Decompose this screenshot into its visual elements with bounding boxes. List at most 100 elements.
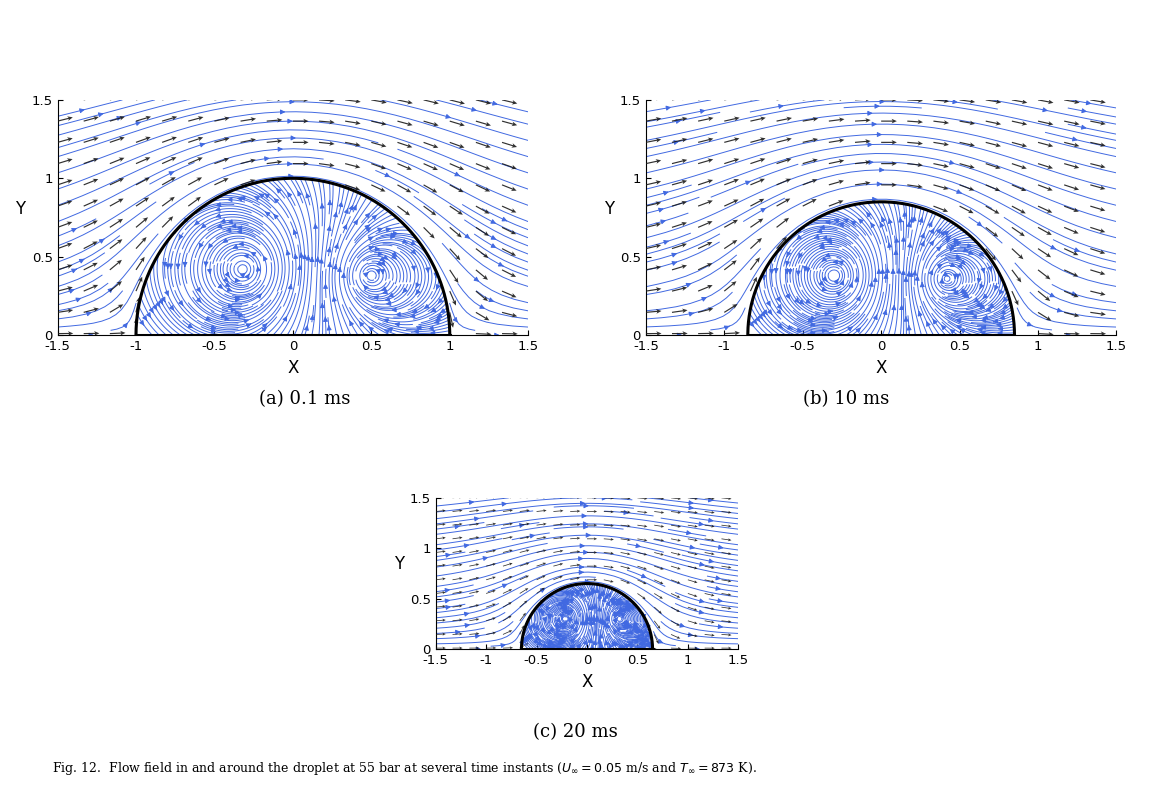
FancyArrowPatch shape (265, 194, 269, 198)
FancyArrowPatch shape (584, 551, 588, 554)
FancyArrowPatch shape (543, 618, 547, 623)
FancyArrowPatch shape (616, 599, 620, 603)
FancyArrowPatch shape (445, 599, 449, 603)
FancyArrowPatch shape (676, 119, 680, 123)
FancyArrowPatch shape (883, 310, 887, 315)
FancyArrowPatch shape (777, 297, 780, 301)
FancyArrowPatch shape (787, 325, 792, 329)
FancyArrowPatch shape (464, 612, 468, 616)
FancyArrowPatch shape (368, 237, 373, 240)
FancyArrowPatch shape (266, 212, 270, 216)
FancyArrowPatch shape (986, 308, 991, 312)
FancyArrowPatch shape (564, 599, 567, 603)
FancyArrowPatch shape (319, 259, 323, 263)
FancyArrowPatch shape (820, 245, 824, 248)
FancyArrowPatch shape (622, 645, 626, 649)
FancyArrowPatch shape (563, 609, 567, 612)
FancyArrowPatch shape (956, 190, 961, 193)
FancyArrowPatch shape (108, 288, 113, 293)
FancyArrowPatch shape (166, 264, 169, 268)
FancyArrowPatch shape (384, 173, 390, 176)
FancyArrowPatch shape (291, 136, 295, 140)
FancyArrowPatch shape (311, 315, 314, 320)
FancyArrowPatch shape (569, 617, 572, 622)
FancyArrowPatch shape (577, 643, 581, 649)
FancyArrowPatch shape (474, 517, 479, 520)
FancyArrowPatch shape (206, 316, 211, 320)
FancyArrowPatch shape (810, 331, 815, 335)
FancyArrowPatch shape (673, 141, 678, 145)
FancyArrowPatch shape (366, 228, 371, 232)
FancyArrowPatch shape (658, 639, 663, 643)
FancyArrowPatch shape (520, 640, 525, 645)
FancyArrowPatch shape (353, 220, 358, 225)
FancyArrowPatch shape (639, 642, 643, 646)
FancyArrowPatch shape (349, 206, 353, 210)
FancyArrowPatch shape (989, 267, 992, 271)
FancyArrowPatch shape (236, 298, 239, 302)
FancyArrowPatch shape (894, 238, 899, 242)
FancyArrowPatch shape (921, 282, 924, 287)
FancyArrowPatch shape (980, 252, 984, 256)
FancyArrowPatch shape (227, 288, 231, 291)
FancyArrowPatch shape (343, 225, 346, 229)
FancyArrowPatch shape (146, 312, 151, 317)
FancyArrowPatch shape (613, 618, 617, 623)
FancyArrowPatch shape (907, 326, 912, 330)
FancyArrowPatch shape (889, 219, 892, 224)
FancyArrowPatch shape (136, 122, 140, 125)
FancyArrowPatch shape (828, 240, 832, 244)
FancyArrowPatch shape (439, 299, 443, 303)
FancyArrowPatch shape (378, 252, 382, 255)
FancyArrowPatch shape (976, 302, 981, 306)
FancyArrowPatch shape (226, 283, 230, 286)
FancyArrowPatch shape (465, 234, 470, 238)
FancyArrowPatch shape (387, 301, 391, 305)
FancyArrowPatch shape (281, 110, 284, 114)
FancyArrowPatch shape (775, 268, 778, 273)
FancyArrowPatch shape (254, 197, 259, 200)
FancyArrowPatch shape (412, 266, 416, 271)
FancyArrowPatch shape (200, 143, 205, 147)
FancyArrowPatch shape (265, 157, 268, 161)
FancyArrowPatch shape (646, 632, 650, 635)
FancyArrowPatch shape (836, 303, 840, 306)
FancyArrowPatch shape (183, 218, 188, 222)
FancyArrowPatch shape (953, 100, 956, 104)
FancyArrowPatch shape (799, 253, 802, 258)
FancyArrowPatch shape (884, 274, 887, 278)
FancyArrowPatch shape (283, 316, 287, 321)
FancyArrowPatch shape (961, 260, 966, 264)
FancyArrowPatch shape (885, 268, 890, 272)
FancyArrowPatch shape (540, 603, 543, 607)
FancyArrowPatch shape (806, 268, 810, 273)
FancyArrowPatch shape (276, 188, 281, 193)
FancyArrowPatch shape (907, 222, 910, 226)
FancyArrowPatch shape (580, 593, 585, 598)
FancyArrowPatch shape (562, 637, 567, 641)
FancyArrowPatch shape (605, 640, 609, 645)
FancyArrowPatch shape (620, 602, 625, 605)
FancyArrowPatch shape (869, 161, 872, 165)
FancyArrowPatch shape (375, 247, 379, 251)
FancyArrowPatch shape (868, 112, 871, 115)
FancyArrowPatch shape (746, 181, 750, 184)
FancyArrowPatch shape (607, 623, 610, 628)
FancyArrowPatch shape (944, 231, 948, 235)
FancyArrowPatch shape (391, 255, 396, 259)
FancyArrowPatch shape (411, 250, 416, 254)
FancyArrowPatch shape (998, 331, 1003, 335)
FancyArrowPatch shape (613, 629, 617, 634)
FancyArrowPatch shape (372, 215, 376, 219)
FancyArrowPatch shape (569, 592, 574, 596)
FancyArrowPatch shape (909, 272, 913, 276)
FancyArrowPatch shape (455, 172, 459, 176)
FancyArrowPatch shape (637, 646, 641, 650)
FancyArrowPatch shape (700, 562, 703, 566)
FancyArrowPatch shape (574, 619, 578, 624)
FancyArrowPatch shape (593, 604, 597, 608)
FancyArrowPatch shape (288, 162, 291, 166)
FancyArrowPatch shape (716, 576, 721, 580)
FancyArrowPatch shape (610, 597, 613, 602)
FancyArrowPatch shape (528, 634, 533, 638)
